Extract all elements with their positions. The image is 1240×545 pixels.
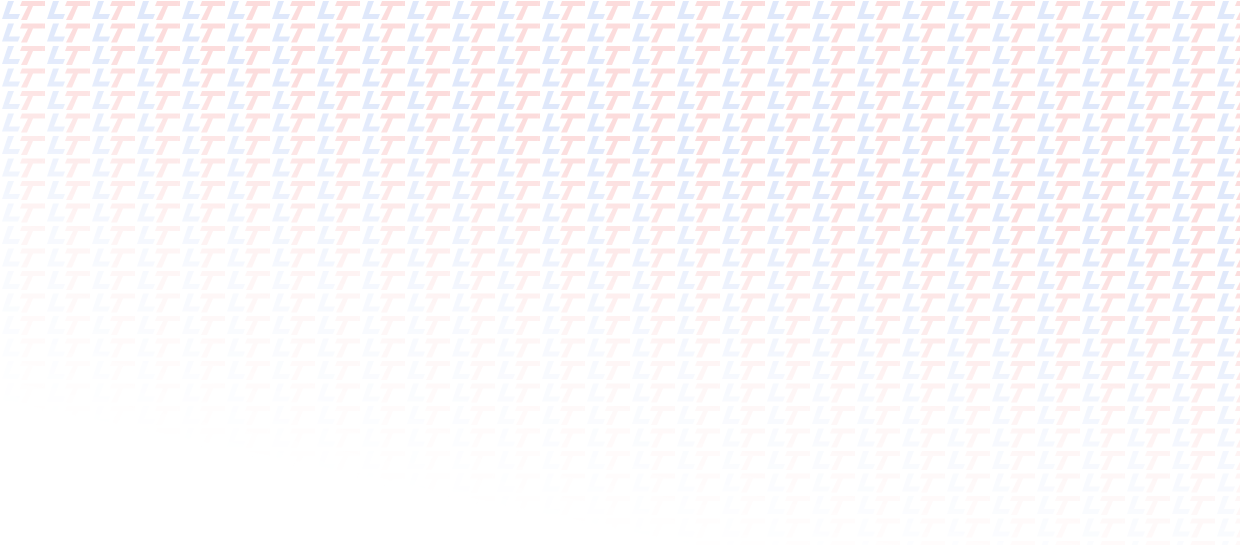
page: {} html, body { margin: 0; padding: 0; w… <box>0 0 1240 545</box>
pattern-fill <box>0 0 1240 545</box>
page-body <box>0 0 1240 545</box>
background-pattern <box>0 0 1240 545</box>
